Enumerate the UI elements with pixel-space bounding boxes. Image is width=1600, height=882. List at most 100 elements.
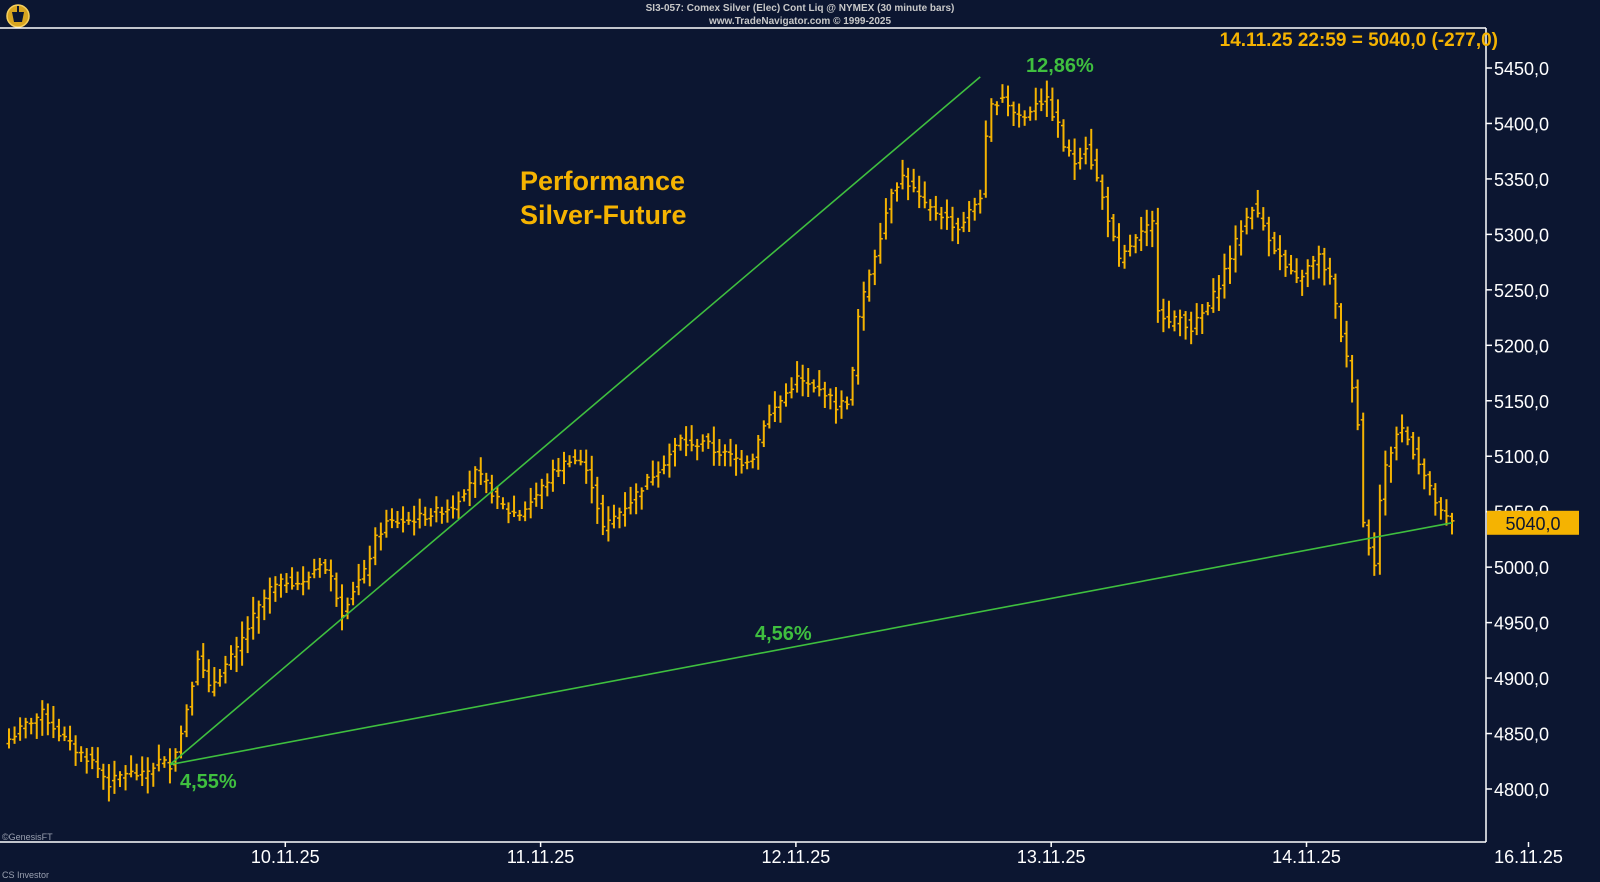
ohlc-bar bbox=[372, 527, 378, 566]
ohlc-bar bbox=[1205, 302, 1211, 316]
ohlc-bar bbox=[461, 489, 467, 502]
ohlc-bar bbox=[245, 616, 251, 654]
price-tick-label: 4800,0 bbox=[1494, 780, 1549, 800]
ohlc-bar bbox=[628, 486, 634, 515]
ohlc-bar bbox=[272, 576, 278, 602]
ohlc-bar bbox=[861, 281, 867, 331]
ohlc-bar bbox=[1443, 499, 1449, 526]
price-tick-label: 4900,0 bbox=[1494, 669, 1549, 689]
ohlc-bar bbox=[128, 755, 134, 778]
ohlc-bar bbox=[56, 718, 62, 742]
ohlc-bar bbox=[411, 505, 417, 536]
price-tick-label: 4850,0 bbox=[1494, 725, 1549, 745]
ohlc-bar bbox=[1110, 213, 1116, 242]
ohlc-bar bbox=[772, 391, 778, 422]
ohlc-bar bbox=[1349, 354, 1355, 403]
ohlc-bar bbox=[916, 175, 922, 209]
ohlc-bar bbox=[750, 453, 756, 469]
time-tick-label: 10.11.25 bbox=[251, 847, 320, 867]
ohlc-bar bbox=[23, 717, 29, 739]
ohlc-bar bbox=[467, 470, 473, 507]
ohlc-bar bbox=[805, 368, 811, 398]
ohlc-bar bbox=[1399, 414, 1405, 443]
ohlc-bar bbox=[1216, 275, 1222, 311]
ohlc-bar bbox=[1160, 298, 1166, 333]
ohlc-bar bbox=[289, 567, 295, 590]
ohlc-bar bbox=[239, 621, 245, 666]
annotation-title-line2: Silver-Future bbox=[520, 200, 687, 230]
ohlc-bar bbox=[1260, 207, 1266, 231]
time-tick-label: 14.11.25 bbox=[1272, 847, 1341, 867]
ohlc-bar bbox=[578, 449, 584, 466]
ohlc-bar bbox=[295, 571, 301, 591]
ohlc-bar bbox=[877, 222, 883, 264]
ohlc-bar bbox=[250, 596, 256, 640]
ohlc-bar bbox=[184, 704, 190, 738]
ohlc-bar bbox=[922, 181, 928, 209]
annotation-title-line1: Performance bbox=[520, 166, 685, 196]
ohlc-bar bbox=[1438, 497, 1444, 520]
ohlc-bar bbox=[1405, 426, 1411, 446]
ohlc-bar bbox=[517, 509, 523, 521]
ohlc-bar bbox=[1288, 254, 1294, 275]
ohlc-bar bbox=[1449, 512, 1455, 535]
ohlc-bar bbox=[716, 439, 722, 466]
ohlc-bar bbox=[494, 486, 500, 510]
trendline-label-4-56: 4,56% bbox=[755, 623, 812, 645]
ohlc-bar bbox=[73, 735, 79, 766]
ohlc-bar bbox=[594, 476, 600, 524]
ohlc-bar bbox=[1355, 379, 1361, 431]
ohlc-bar bbox=[1382, 450, 1388, 516]
ohlc-bar bbox=[1027, 106, 1033, 121]
ohlc-bar bbox=[472, 466, 478, 498]
price-tick-label: 5250,0 bbox=[1494, 281, 1549, 301]
ohlc-bar bbox=[306, 571, 312, 590]
ohlc-bar bbox=[1088, 128, 1094, 170]
ohlc-bar bbox=[1388, 446, 1394, 483]
ohlc-bar bbox=[406, 511, 412, 525]
ohlc-bar bbox=[1221, 253, 1227, 299]
ohlc-bar bbox=[1227, 245, 1233, 284]
ohlc-bar bbox=[145, 757, 151, 794]
ohlc-bar bbox=[1371, 532, 1377, 576]
time-tick-label: 12.11.25 bbox=[762, 847, 831, 867]
ohlc-bar bbox=[45, 703, 51, 736]
ohlc-bar bbox=[1394, 426, 1399, 461]
ohlc-bar bbox=[433, 496, 439, 523]
ohlc-bar bbox=[134, 763, 140, 781]
time-axis: 10.11.25 11.11.25 12.11.25 13.11.25 14.11.25… bbox=[251, 842, 1563, 867]
price-tick-label: 5100,0 bbox=[1494, 447, 1549, 467]
ohlc-bar bbox=[1055, 99, 1061, 138]
ohlc-bar bbox=[322, 559, 328, 574]
ohlc-bar bbox=[1183, 311, 1189, 340]
price-tick-label: 5200,0 bbox=[1494, 336, 1549, 356]
ohlc-bar bbox=[905, 167, 911, 201]
ohlc-bar bbox=[1166, 300, 1172, 329]
ohlc-bar bbox=[123, 765, 129, 791]
ohlc-bar bbox=[206, 659, 212, 693]
ohlc-bar bbox=[211, 667, 217, 697]
ohlc-bar bbox=[95, 747, 101, 779]
ohlc-bar bbox=[694, 438, 700, 461]
ohlc-bar bbox=[1122, 244, 1128, 269]
ohlc-bar bbox=[489, 474, 495, 504]
ohlc-bar bbox=[1283, 249, 1288, 277]
ohlc-bar bbox=[888, 188, 894, 224]
ohlc-bar bbox=[1194, 303, 1200, 336]
ohlc-bar bbox=[1011, 101, 1017, 127]
ohlc-bar bbox=[583, 449, 589, 484]
ohlc-bar bbox=[34, 713, 40, 739]
ohlc-bar bbox=[911, 168, 917, 193]
ohlc-bar bbox=[1244, 207, 1250, 235]
ohlc-bar bbox=[1344, 320, 1350, 368]
ohlc-bar bbox=[1172, 310, 1177, 332]
ohlc-bar bbox=[1327, 257, 1333, 285]
ohlc-bar bbox=[655, 461, 661, 488]
ohlc-bar bbox=[561, 451, 567, 485]
last-price-label: 5040,0 bbox=[1505, 514, 1560, 534]
ohlc-bar bbox=[1366, 519, 1372, 556]
trendline-label-12-86: 12,86% bbox=[1026, 55, 1094, 77]
ohlc-bar bbox=[267, 577, 273, 614]
ohlc-bar bbox=[539, 478, 545, 510]
